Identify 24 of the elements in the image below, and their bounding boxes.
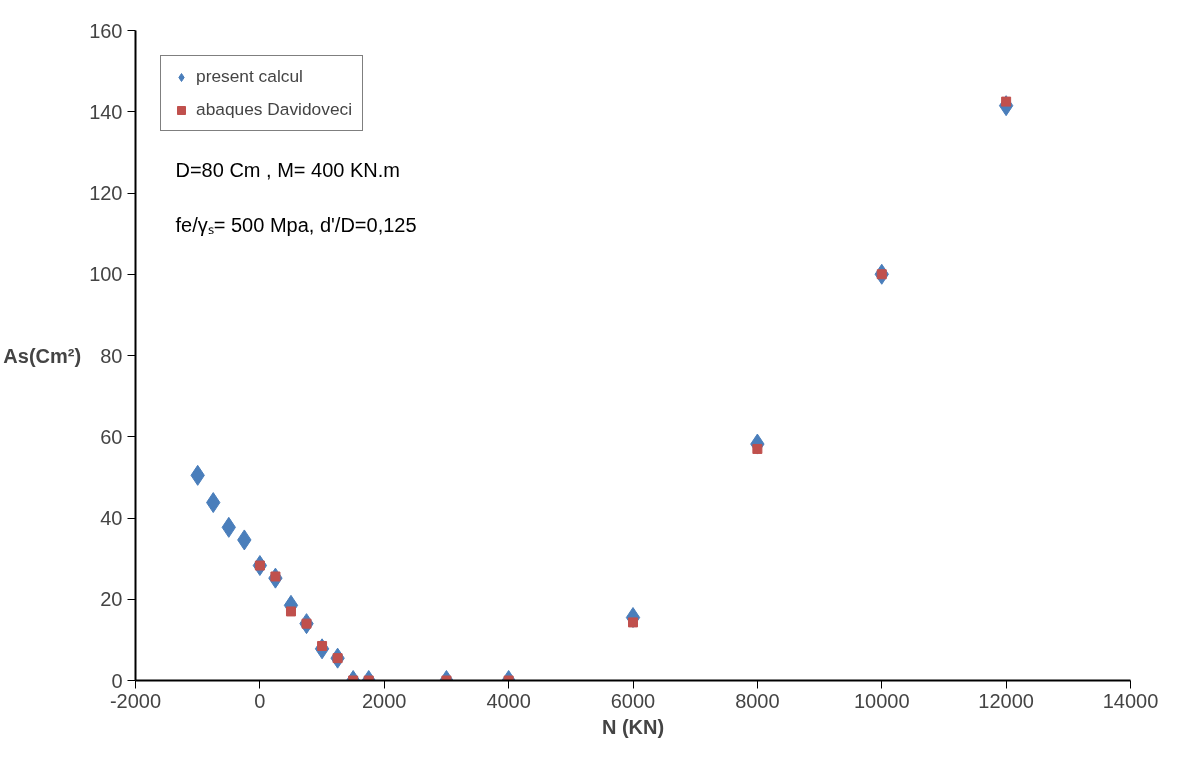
y-tick-label: 80 <box>100 344 123 367</box>
x-tick-label: 8000 <box>735 689 780 712</box>
x-tick-label: 14000 <box>1102 689 1159 712</box>
y-tick-label: 160 <box>89 19 123 42</box>
y-tick-label: 0 <box>111 669 123 692</box>
annotation: D=80 Cm , M= 400 KN.m <box>175 158 401 181</box>
y-axis-title: As(Cm²) <box>3 344 82 367</box>
x-tick-label: 12000 <box>978 689 1034 712</box>
x-tick-label: 10000 <box>853 689 910 712</box>
y-tick-label: 20 <box>100 588 123 611</box>
x-tick-label: 0 <box>254 689 266 712</box>
y-tick-label: 60 <box>100 425 123 448</box>
y-tick-label: 120 <box>89 182 123 204</box>
y-tick-label: 40 <box>100 507 123 529</box>
x-tick-label: 2000 <box>362 689 407 712</box>
y-tick-label: 100 <box>89 263 123 286</box>
legend-label: present calcul <box>196 66 303 87</box>
y-tick-label: 140 <box>89 100 123 123</box>
x-tick-label: -2000 <box>109 689 162 712</box>
legend-label: abaques Davidoveci <box>196 99 353 120</box>
x-axis-title: N (KN) <box>601 715 665 738</box>
annotation: fe/γₛ= 500 Mpa, d'/D=0,125 <box>175 213 417 236</box>
x-tick-label: 6000 <box>610 689 656 712</box>
x-tick-label: 4000 <box>486 689 531 712</box>
